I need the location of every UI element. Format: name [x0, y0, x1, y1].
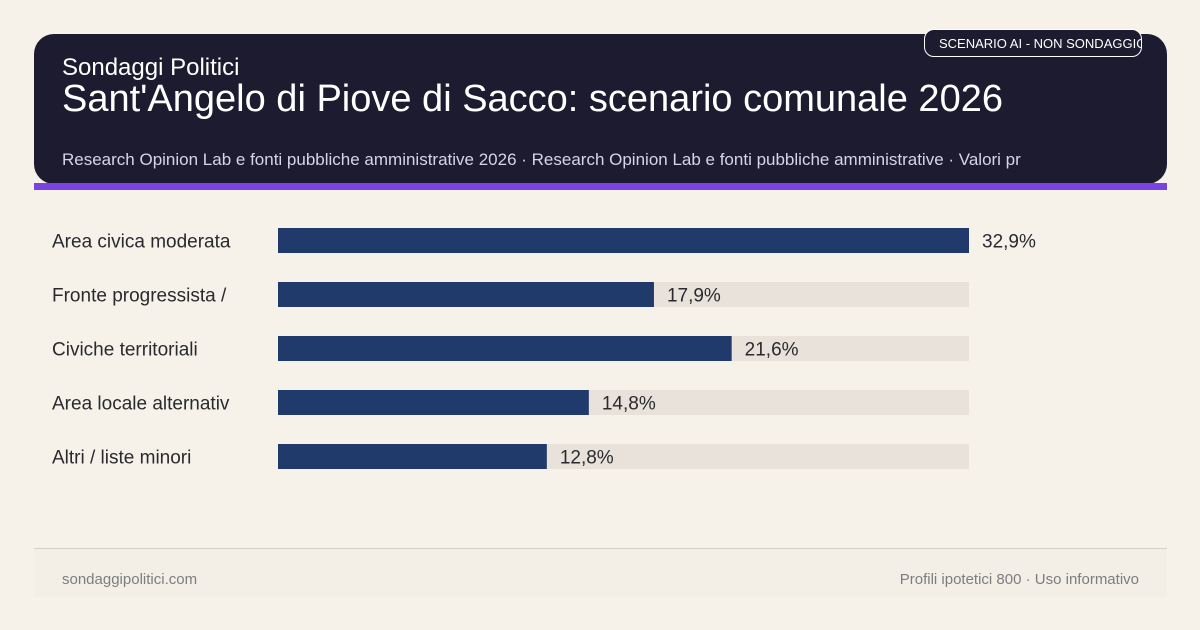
accent-bar: [34, 183, 1167, 190]
bar-chart: Area civica moderata 32,9% Fronte progress…: [52, 228, 1036, 469]
value-label: 21,6%: [745, 340, 799, 361]
footer-site: sondaggipolitici.com: [62, 571, 198, 588]
sources-line: Research Opinion Lab e fonti pubbliche a…: [62, 150, 1021, 169]
category-label: Area locale alternativ: [52, 394, 230, 415]
category-label: Altri / liste minori: [52, 448, 191, 469]
bar-row: Fronte progressista / 17,9%: [52, 282, 969, 307]
chart-title: Sant'Angelo di Piove di Sacco: scenario …: [62, 78, 1003, 120]
footer-note: Profili ipotetici 800 · Uso informativo: [899, 571, 1139, 588]
value-label: 17,9%: [667, 286, 721, 307]
header-banner: Sondaggi Politici Sant'Angelo di Piove d…: [34, 34, 1167, 184]
category-label: Area civica moderata: [52, 232, 231, 253]
value-label: 14,8%: [602, 394, 656, 415]
bar-row: Area civica moderata 32,9%: [52, 228, 1036, 253]
scenario-badge: SCENARIO AI - NON SONDAGGIO: [924, 29, 1142, 57]
value-label: 32,9%: [982, 232, 1036, 253]
bar: [278, 336, 732, 361]
bar: [278, 390, 589, 415]
value-label: 12,8%: [560, 448, 614, 469]
category-label: Fronte progressista /: [52, 286, 227, 307]
bar: [278, 282, 654, 307]
bar-row: Area locale alternativ 14,8%: [52, 390, 969, 415]
bar-row: Altri / liste minori 12,8%: [52, 444, 969, 469]
category-label: Civiche territoriali: [52, 340, 198, 361]
bar-row: Civiche territoriali 21,6%: [52, 336, 969, 361]
footer: sondaggipolitici.com Profili ipotetici 8…: [34, 548, 1167, 597]
bar: [278, 444, 547, 469]
bar: [278, 228, 969, 253]
brand-name: Sondaggi Politici: [62, 54, 240, 81]
